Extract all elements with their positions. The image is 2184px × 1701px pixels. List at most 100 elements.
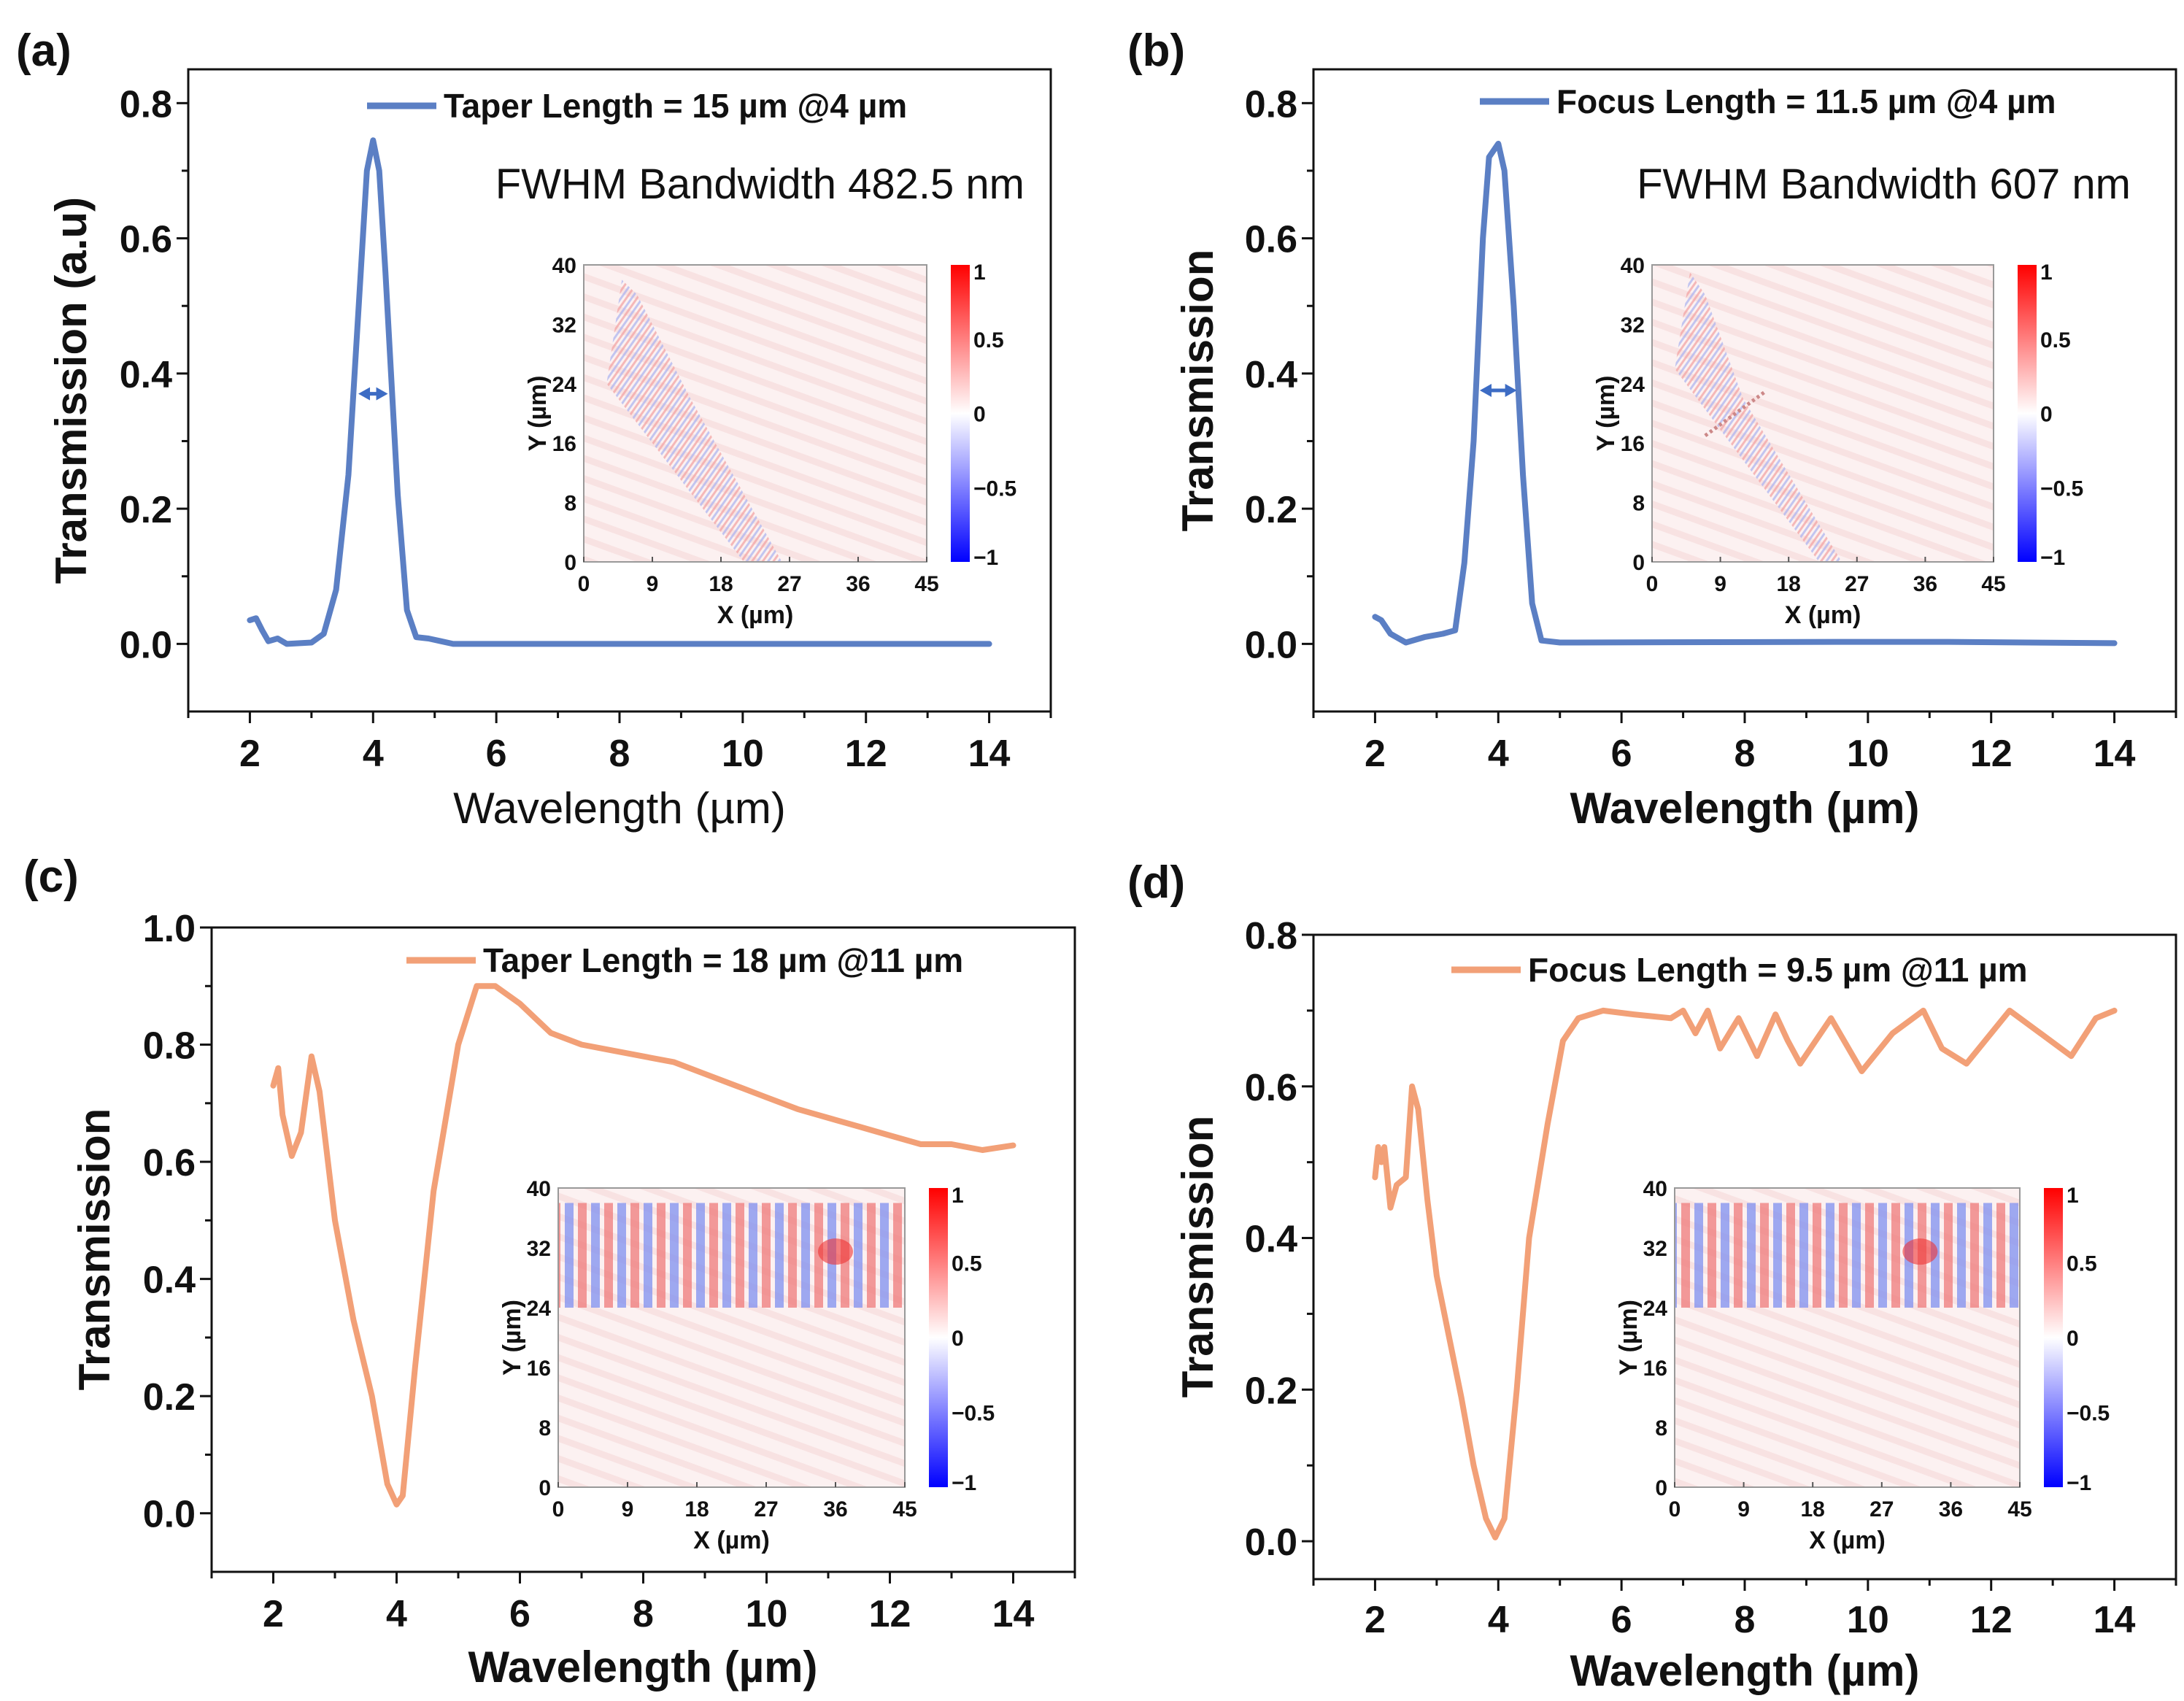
x-tick-label: 12 (845, 733, 887, 775)
inset-x-tick-label: 36 (1913, 572, 1937, 596)
x-tick-label: 10 (1847, 733, 1889, 775)
field-beam (1675, 1203, 2020, 1308)
y-tick-label: 0.6 (1245, 1067, 1297, 1109)
colorbar (951, 265, 970, 562)
x-tick-label: 14 (2094, 1599, 2136, 1641)
x-tick-label: 6 (1611, 733, 1632, 775)
inset-x-tick-label: 45 (914, 572, 938, 596)
y-tick-label: 0.0 (1245, 624, 1297, 666)
inset-frame (1674, 1187, 2021, 1488)
inset-x-tick-label: 36 (823, 1497, 847, 1521)
colorbar-tick-label: 1 (2067, 1184, 2079, 1208)
y-axis-title: Transmission (1173, 250, 1222, 532)
y-tick-label: 0.4 (1245, 1219, 1297, 1261)
inset-x-tick-label: 45 (2007, 1497, 2031, 1521)
inset-x-tick-label: 18 (1777, 572, 1801, 596)
x-tick-label: 10 (722, 733, 764, 775)
inset-x-tick-label: 27 (1845, 572, 1869, 596)
y-axis-title: Transmission (1173, 1116, 1222, 1398)
inset-x-tick-label: 45 (1981, 572, 2005, 596)
inset-frame (1651, 264, 1994, 563)
y-tick-label: 0.4 (1245, 354, 1297, 396)
y-tick-label: 0.6 (1245, 219, 1297, 261)
inset-y-tick-label: 8 (1655, 1416, 1667, 1440)
x-tick-label: 12 (1970, 733, 2013, 775)
field-inset: 0 9 18 27 36 45 0 8 16 24 32 40 X (µm) Y (µm) 1 0.5 0 −0.… (1615, 1177, 2110, 1554)
inset-y-tick-label: 40 (1643, 1177, 1667, 1201)
field-inset: 0 9 18 27 36 45 0 8 16 24 32 40 X (µm) Y (µm) 1 0.5 0 −0.… (1592, 254, 2083, 629)
panel-label: (d) (1127, 857, 1185, 908)
x-tick-label: 8 (609, 733, 630, 775)
x-tick-label: 4 (363, 733, 384, 775)
inset-y-tick-label: 24 (1621, 373, 1645, 397)
colorbar-tick-label: −0.5 (2040, 477, 2083, 501)
inset-x-tick-label: 36 (846, 572, 870, 596)
inset-x-tick-label: 0 (578, 572, 590, 596)
inset-y-tick-label: 8 (1632, 492, 1645, 516)
field-beam (558, 1203, 905, 1308)
colorbar-tick-label: 0.5 (2067, 1252, 2097, 1276)
inset-y-tick-label: 40 (552, 254, 576, 278)
legend-label: Taper Length = 15 µm @4 µm (444, 87, 907, 125)
x-axis-title: Wavelength (µm) (1570, 784, 1919, 833)
colorbar-tick-label: 0.5 (973, 328, 1004, 352)
inset-x-tick-label: 27 (777, 572, 801, 596)
field-inset: 0 9 18 27 36 45 0 8 16 24 32 40 X (µm) Y (µm) 1 0.5 0 −0.… (498, 1177, 995, 1554)
inset-y-tick-label: 32 (552, 313, 576, 337)
x-tick-label: 6 (1611, 1599, 1632, 1641)
inset-y-tick-label: 40 (1621, 254, 1645, 278)
y-tick-label: 0.6 (143, 1142, 196, 1184)
fwhm-arrow-head-left (1479, 384, 1492, 397)
y-tick-label: 0.2 (1245, 489, 1297, 531)
inset-y-tick-label: 0 (564, 551, 576, 575)
colorbar-tick-label: 0.5 (952, 1252, 982, 1276)
inset-y-tick-label: 32 (1621, 313, 1645, 337)
legend-label: Focus Length = 11.5 µm @4 µm (1556, 82, 2056, 120)
y-axis-title: Transmission (a.u) (47, 197, 96, 584)
y-tick-label: 0.4 (143, 1260, 196, 1302)
legend-label: Focus Length = 9.5 µm @11 µm (1528, 951, 2028, 989)
panel-c: (c)2 4 6 8 10 12 140.00.20.40.60.81.0Wavelengt… (23, 852, 1076, 1692)
inset-x-axis-title: X (µm) (1809, 1527, 1886, 1554)
x-tick-label: 2 (263, 1593, 284, 1635)
colorbar-tick-label: −0.5 (973, 477, 1016, 501)
inset-y-tick-label: 40 (527, 1177, 551, 1201)
panel-label: (b) (1127, 26, 1185, 76)
x-tick-label: 14 (992, 1593, 1035, 1635)
y-tick-label: 0.8 (1245, 83, 1297, 126)
x-tick-label: 8 (1735, 733, 1756, 775)
inset-y-tick-label: 8 (564, 492, 576, 516)
inset-y-tick-label: 0 (539, 1476, 551, 1500)
field-focus-spot (1902, 1238, 1938, 1265)
colorbar-tick-label: 0 (2040, 403, 2053, 427)
inset-y-tick-label: 32 (1643, 1237, 1667, 1261)
field-reflection (1704, 389, 1767, 438)
series-line (247, 137, 992, 647)
y-tick-label: 0.8 (1245, 915, 1297, 957)
inset-y-tick-label: 8 (539, 1416, 551, 1440)
inset-x-tick-label: 18 (709, 572, 733, 596)
y-tick-label: 0.0 (143, 1494, 196, 1536)
colorbar-tick-label: 1 (2040, 261, 2053, 285)
y-tick-label: 0.4 (120, 354, 172, 396)
inset-y-axis-title: Y (µm) (1615, 1300, 1643, 1376)
inset-x-tick-label: 0 (1646, 572, 1659, 596)
fwhm-annotation: FWHM Bandwidth 607 nm (1637, 161, 2131, 208)
fwhm-annotation: FWHM Bandwidth 482.5 nm (495, 161, 1025, 208)
field-inset: 0 9 18 27 36 45 0 8 16 24 32 40 X (µm) Y (µm) 1 0.5 0 −0.… (524, 254, 1016, 629)
inset-x-tick-label: 9 (647, 572, 659, 596)
inset-y-tick-label: 32 (527, 1237, 551, 1261)
x-tick-label: 10 (1847, 1599, 1889, 1641)
inset-y-tick-label: 0 (1632, 551, 1645, 575)
x-tick-label: 6 (509, 1593, 530, 1635)
inset-x-tick-label: 18 (684, 1497, 709, 1521)
series-line (270, 983, 1016, 1508)
colorbar (2018, 265, 2037, 562)
y-tick-label: 0.6 (120, 219, 172, 261)
inset-y-tick-label: 16 (552, 432, 576, 456)
